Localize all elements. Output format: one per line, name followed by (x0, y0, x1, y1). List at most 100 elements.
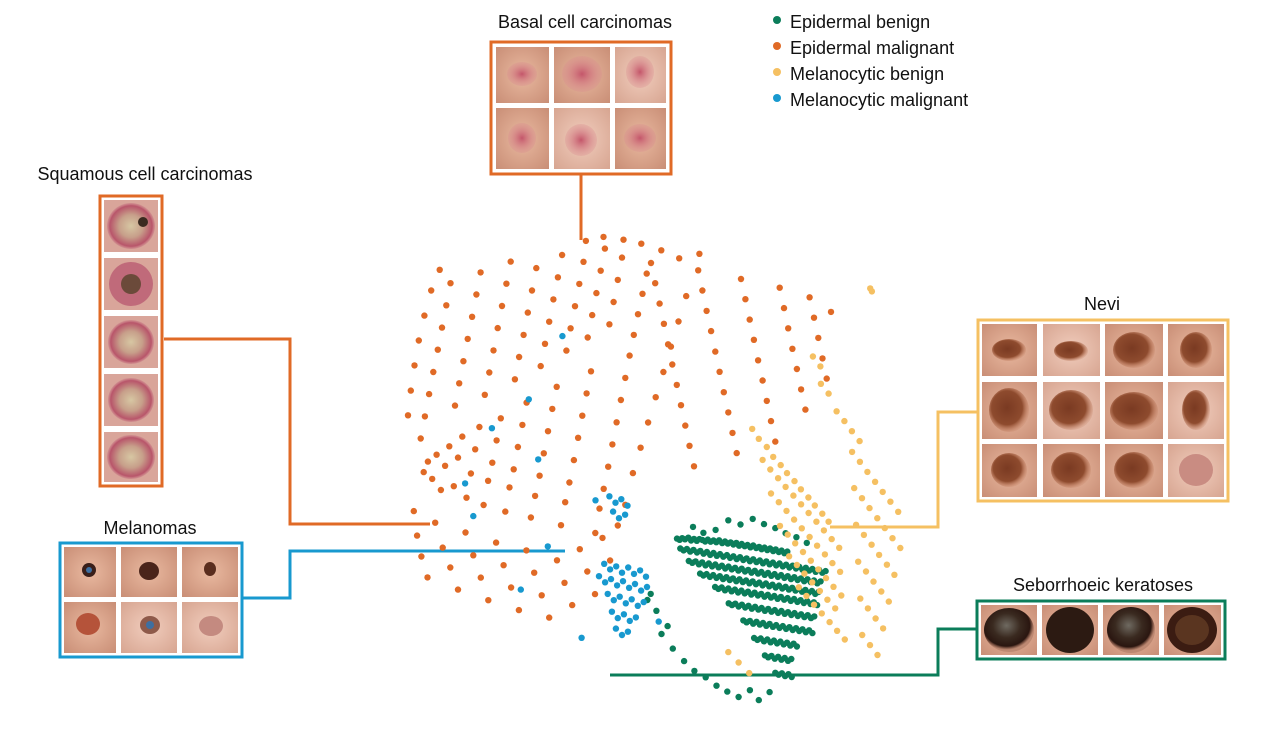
epidermal-malignant-point (437, 486, 445, 494)
epidermal-malignant-point (510, 466, 517, 473)
epidermal-malignant-point (584, 334, 591, 341)
epidermal-malignant-point (502, 508, 509, 515)
melanocytic-malignant-point (559, 332, 566, 340)
epidermal-malignant-point (677, 402, 685, 409)
epidermal-malignant-point (485, 597, 492, 604)
epidermal-malignant-point (480, 501, 487, 509)
nevi-lesion-shape (1049, 390, 1093, 430)
epidermal-malignant-point (647, 259, 655, 267)
melanocytic-malignant-point (606, 566, 614, 573)
melanocytic-benign-point (858, 495, 866, 502)
epidermal-malignant-point (776, 284, 783, 291)
epidermal-malignant-point (609, 441, 616, 448)
epidermal-malignant-point (592, 529, 599, 537)
melanocytic-malignant-point (488, 425, 496, 432)
epidermal-malignant-point (614, 276, 621, 284)
epidermal-malignant-point (610, 298, 617, 306)
legend-label: Epidermal malignant (790, 38, 954, 58)
epidermal-malignant-point (515, 606, 523, 614)
epidermal-benign-point (702, 674, 709, 681)
epidermal-benign-point (788, 673, 795, 681)
nevi-lesion-shape (1051, 452, 1091, 488)
melanocytic-malignant-point (612, 499, 619, 506)
epidermal-malignant-point (489, 459, 496, 466)
epidermal-malignant-point (669, 361, 676, 368)
melanocytic-benign-point (801, 570, 808, 577)
epidermal-malignant-point (637, 444, 644, 451)
epidermal-malignant-point (591, 590, 599, 598)
epidermal-malignant-point (550, 296, 557, 303)
epidermal-malignant-point (549, 405, 556, 413)
melanocytic-benign-point (749, 425, 756, 433)
epidermal-malignant-point (767, 417, 775, 425)
epidermal-malignant-point (686, 442, 693, 449)
epidermal-malignant-point (472, 446, 479, 453)
melanoma-lesion-shape (199, 616, 223, 636)
epidermal-malignant-point (780, 304, 788, 312)
epidermal-malignant-point (561, 579, 568, 586)
epidermal-malignant-point (477, 269, 484, 276)
melanocytic-malignant-point (624, 502, 631, 509)
melanocytic-benign-point (803, 592, 810, 600)
melanocytic-benign-point (790, 516, 798, 523)
melanocytic-malignant-point (636, 567, 644, 574)
epidermal-malignant-point (514, 443, 522, 451)
melanocytic-benign-point (820, 527, 828, 534)
epidermal-benign-point (653, 607, 660, 614)
epidermal-malignant-point (563, 347, 570, 354)
melanocytic-malignant-point (609, 508, 617, 515)
epidermal-malignant-point (695, 267, 702, 274)
epidermal-malignant-point (546, 614, 553, 621)
epidermal-benign-point (700, 529, 707, 536)
epidermal-malignant-point (490, 347, 497, 354)
melanocytic-benign-point (809, 353, 817, 360)
epidermal-malignant-point (481, 391, 488, 398)
epidermal-malignant-point (785, 325, 792, 332)
nevi-lesion-shape (1114, 452, 1154, 488)
melanocytic-malignant-point (625, 584, 633, 591)
melanocytic-malignant-point (642, 573, 650, 580)
epidermal-malignant-point (420, 468, 427, 476)
epidermal-malignant-point (447, 564, 454, 571)
nevi-panel: Nevi (976, 294, 1230, 503)
melanocytic-malignant-point (632, 614, 640, 621)
melanocytic-benign-point (829, 559, 836, 567)
epidermal-benign-point (737, 521, 744, 528)
melanocytic-benign-point (774, 475, 782, 482)
melanocytic-malignant-point (608, 608, 616, 615)
epidermal-malignant-point (793, 365, 801, 373)
scc-thumbnail-grid (104, 200, 158, 482)
melanoma-lesion-shape (76, 613, 100, 635)
melanocytic-benign-point (791, 477, 798, 485)
epidermal-malignant-point (424, 574, 431, 581)
melanocytic-benign-point (793, 561, 801, 569)
epidermal-benign-point (766, 688, 773, 696)
epidermal-malignant-point (675, 318, 682, 325)
epidermal-malignant-point (413, 532, 421, 539)
epidermal-malignant-point (407, 387, 414, 394)
epidermal-malignant-point (486, 369, 493, 376)
epidermal-malignant-point (541, 340, 549, 347)
epidermal-malignant-point (643, 270, 650, 277)
bcc-lesion-shape (565, 124, 597, 156)
melanocytic-benign-point (875, 551, 883, 559)
melanocytic-benign-point (815, 566, 822, 573)
epidermal-malignant-point (617, 396, 625, 404)
epidermal-benign-point (746, 687, 754, 694)
epidermal-malignant-point (507, 258, 514, 265)
melanocytic-benign-point (879, 625, 887, 632)
epidermal-malignant-point (439, 544, 446, 551)
epidermal-malignant-point (673, 381, 680, 389)
melanocytic-malignant-point (655, 618, 662, 625)
epidermal-malignant-point (742, 296, 749, 303)
melanocytic-benign-point (824, 596, 831, 603)
epidermal-malignant-point (492, 539, 500, 546)
epidermal-malignant-point (503, 280, 510, 287)
epidermal-malignant-point (638, 240, 645, 247)
nevi-lesion-shape (1182, 390, 1210, 430)
melanocytic-benign-point (878, 588, 885, 595)
legend-item: Melanocytic malignant (773, 90, 968, 110)
epidermal-malignant-point (446, 443, 453, 450)
epidermal-benign-point (793, 534, 800, 541)
epidermal-malignant-point (772, 438, 779, 445)
